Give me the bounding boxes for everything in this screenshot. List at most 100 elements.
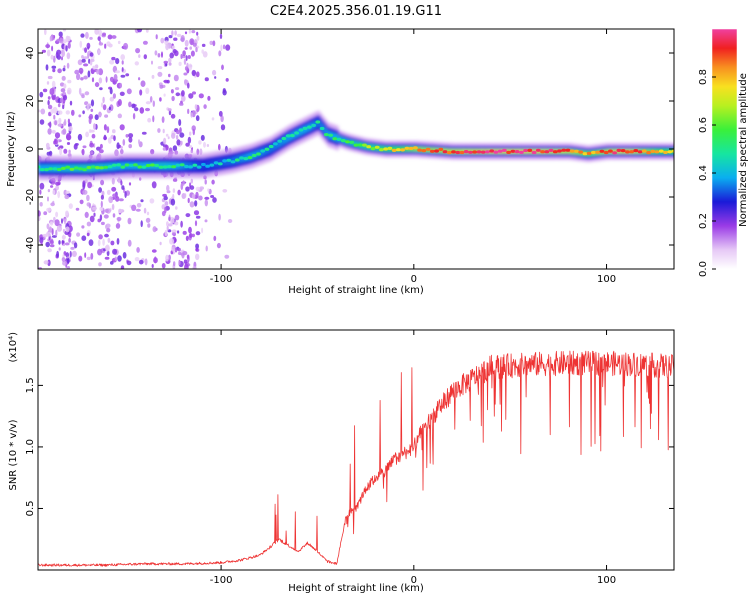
noise-speck bbox=[83, 56, 88, 59]
noise-speck bbox=[111, 186, 117, 192]
noise-speck bbox=[78, 67, 84, 74]
noise-speck bbox=[181, 95, 186, 102]
noise-speck bbox=[113, 135, 116, 142]
noise-speck bbox=[142, 40, 148, 45]
noise-speck bbox=[143, 207, 147, 214]
noise-speck bbox=[89, 142, 94, 148]
ridge-point bbox=[480, 150, 486, 154]
noise-speck bbox=[159, 84, 164, 89]
noise-speck bbox=[50, 54, 54, 60]
noise-speck bbox=[134, 257, 140, 262]
noise-speck bbox=[194, 104, 198, 110]
noise-speck bbox=[218, 110, 223, 117]
noise-speck bbox=[135, 208, 141, 212]
noise-speck bbox=[138, 139, 140, 145]
noise-speck bbox=[47, 104, 53, 110]
noise-speck bbox=[45, 44, 51, 49]
noise-speck bbox=[63, 148, 68, 154]
ridge-point bbox=[230, 160, 236, 164]
noise-speck bbox=[173, 37, 178, 41]
ridge-point bbox=[162, 165, 168, 169]
noise-speck bbox=[159, 241, 162, 246]
snr-y-multiplier: (x10⁴) bbox=[8, 332, 19, 363]
noise-speck bbox=[64, 242, 70, 246]
noise-speck bbox=[189, 131, 192, 136]
noise-speck bbox=[176, 139, 181, 146]
spectrogram-y-label: Frequency (Hz) bbox=[6, 111, 17, 187]
ridge-point bbox=[404, 146, 410, 150]
ridge-point bbox=[663, 150, 668, 154]
noise-speck bbox=[177, 189, 181, 196]
ridge-point bbox=[544, 150, 550, 154]
noise-speck bbox=[195, 247, 198, 252]
noise-speck bbox=[56, 49, 62, 56]
noise-speck bbox=[188, 63, 193, 71]
x-tick-label: 100 bbox=[597, 575, 616, 586]
noise-speck bbox=[67, 36, 71, 42]
noise-speck bbox=[65, 45, 68, 52]
noise-speck bbox=[115, 58, 120, 65]
ridge-point bbox=[658, 149, 664, 153]
ridge-point bbox=[264, 147, 270, 151]
noise-speck bbox=[59, 148, 63, 156]
noise-speck bbox=[89, 52, 94, 57]
noise-speck bbox=[173, 261, 176, 267]
noise-speck bbox=[181, 90, 185, 97]
noise-speck bbox=[39, 182, 45, 190]
ridge-point bbox=[82, 168, 87, 172]
noise-speck bbox=[51, 80, 56, 88]
ridge-point bbox=[290, 133, 295, 138]
noise-speck bbox=[151, 181, 157, 189]
ridge-point bbox=[357, 143, 363, 147]
noise-speck bbox=[189, 233, 193, 238]
noise-speck bbox=[87, 181, 92, 189]
noise-speck bbox=[66, 266, 70, 269]
noise-speck bbox=[198, 195, 203, 201]
noise-speck bbox=[63, 83, 67, 89]
noise-speck bbox=[56, 225, 63, 232]
noise-speck bbox=[61, 49, 65, 58]
ridge-point bbox=[196, 165, 202, 169]
noise-speck bbox=[195, 186, 201, 192]
noise-speck bbox=[81, 58, 86, 63]
noise-speck bbox=[81, 55, 84, 59]
ridge-point bbox=[599, 149, 605, 153]
ridge-point bbox=[175, 163, 181, 167]
ridge-point bbox=[111, 163, 117, 167]
noise-speck bbox=[46, 151, 51, 156]
ridge-point bbox=[205, 164, 211, 168]
noise-speck bbox=[49, 35, 53, 42]
noise-speck bbox=[185, 235, 189, 241]
snr-y-ticks: 0.5 1.0 1.5 bbox=[25, 377, 674, 516]
noise-speck bbox=[194, 220, 198, 227]
noise-speck bbox=[79, 199, 84, 205]
noise-speck bbox=[225, 44, 231, 51]
noise-speck bbox=[53, 55, 56, 63]
noise-speck bbox=[195, 115, 200, 122]
noise-speck bbox=[177, 247, 181, 252]
ridge-point bbox=[48, 167, 54, 171]
noise-speck bbox=[98, 48, 100, 56]
ridge-point bbox=[332, 137, 338, 141]
noise-speck bbox=[180, 182, 184, 190]
ridge-point bbox=[523, 148, 528, 153]
noise-speck bbox=[193, 210, 200, 216]
noise-speck bbox=[139, 107, 145, 114]
ridge-point bbox=[417, 148, 422, 152]
noise-speck bbox=[152, 226, 157, 233]
noise-speck bbox=[82, 110, 85, 115]
noise-speck bbox=[81, 235, 87, 241]
noise-speck bbox=[198, 140, 202, 145]
noise-speck bbox=[56, 250, 59, 258]
ridge-point bbox=[552, 150, 558, 154]
noise-speck bbox=[174, 221, 179, 226]
ridge-point bbox=[396, 148, 401, 152]
x-tick-label: 100 bbox=[597, 274, 616, 285]
noise-speck bbox=[48, 228, 52, 233]
ridge-point bbox=[209, 163, 215, 167]
y-tick-label: 20 bbox=[25, 95, 36, 108]
noise-speck bbox=[185, 213, 191, 218]
noise-speck bbox=[47, 99, 50, 106]
noise-speck bbox=[51, 45, 54, 52]
